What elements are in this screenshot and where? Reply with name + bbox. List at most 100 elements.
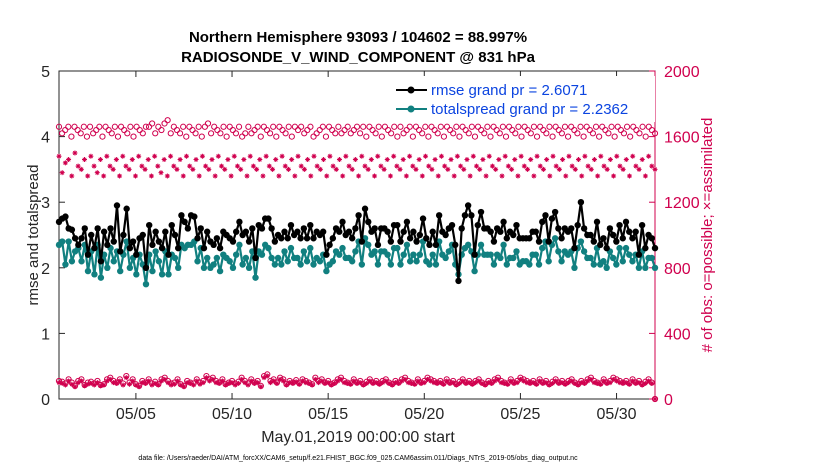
rmse-point (284, 235, 291, 242)
obs-possible-marker (239, 133, 246, 140)
obs-assimilated-marker (509, 166, 515, 172)
totalspread-point (429, 251, 436, 258)
obs-assimilated-marker (177, 157, 183, 163)
obs-assimilated-marker (399, 378, 405, 384)
obs-possible-marker (335, 123, 342, 130)
rmse-point (638, 221, 646, 229)
obs-assimilated-marker (579, 173, 585, 179)
obs-possible-marker (422, 123, 429, 130)
obs-assimilated-marker (146, 378, 152, 384)
obs-assimilated-marker (642, 380, 648, 386)
obs-assimilated-marker (512, 157, 518, 163)
rmse-point (593, 218, 601, 226)
obs-assimilated-marker (212, 173, 218, 179)
totalspread-point (210, 261, 217, 268)
totalspread-point (651, 264, 659, 271)
obs-possible-marker (530, 123, 538, 130)
totalspread-point (490, 261, 498, 268)
obs-assimilated-marker (75, 163, 81, 169)
obs-assimilated-marker (78, 378, 84, 384)
totalspread-point (213, 254, 221, 262)
rmse-point (352, 225, 359, 232)
obs-possible-marker (403, 126, 410, 134)
obs-assimilated-marker (373, 380, 379, 386)
obs-assimilated-marker (360, 382, 366, 388)
obs-assimilated-marker (429, 166, 435, 172)
totalspread-point (626, 251, 633, 258)
rmse-point (497, 228, 504, 235)
obs-assimilated-marker (117, 173, 123, 179)
totalspread-point (158, 271, 166, 278)
rmse-point (619, 235, 626, 242)
obs-assimilated-marker (559, 380, 565, 386)
rmse-point (539, 218, 546, 226)
obs-assimilated-marker (521, 163, 527, 169)
obs-possible-marker (223, 133, 230, 140)
totalspread-point (84, 267, 92, 275)
totalspread-point (300, 248, 308, 255)
obs-assimilated-marker (524, 380, 530, 386)
obs-assimilated-marker (200, 380, 206, 386)
rmse-point (448, 221, 456, 229)
obs-assimilated-marker (316, 380, 322, 386)
obs-assimilated-marker (85, 173, 91, 179)
rmse-point (117, 248, 124, 255)
obs-possible-marker (577, 123, 584, 130)
obs-possible-marker (83, 133, 91, 140)
obs-assimilated-marker (235, 380, 241, 386)
obs-assimilated-marker (305, 157, 311, 163)
totalspread-point (303, 258, 311, 265)
obs-assimilated-marker (207, 378, 213, 384)
rmse-point (152, 228, 159, 235)
rmse-point (548, 215, 556, 222)
obs-assimilated-marker (652, 396, 658, 402)
obs-possible-marker (347, 130, 354, 137)
obs-assimilated-marker (496, 157, 502, 163)
obs-possible-marker (583, 123, 590, 130)
obs-assimilated-marker (636, 166, 642, 172)
rmse-point (613, 238, 620, 245)
obs-possible-marker (341, 126, 348, 134)
obs-assimilated-marker (623, 157, 629, 163)
obs-possible-marker (288, 133, 295, 140)
obs-assimilated-marker (380, 380, 386, 386)
totalspread-point (329, 258, 337, 265)
obs-assimilated-marker (633, 380, 639, 386)
obs-assimilated-marker (595, 173, 601, 179)
obs-possible-marker (111, 123, 118, 130)
totalspread-point (59, 238, 66, 245)
obs-possible-marker (338, 130, 345, 137)
obs-assimilated-marker (228, 173, 234, 179)
obs-assimilated-marker (585, 163, 591, 169)
rmse-point (410, 228, 417, 235)
obs-assimilated-marker (231, 153, 237, 159)
obs-possible-marker (648, 126, 655, 134)
rmse-point (339, 218, 346, 226)
obs-assimilated-marker (219, 163, 225, 169)
obs-assimilated-marker (107, 163, 113, 169)
rmse-point (632, 228, 639, 235)
rmse-point (513, 221, 520, 229)
totalspread-point (616, 244, 623, 252)
x-tick-label: 05/30 (597, 406, 637, 423)
obs-assimilated-marker (142, 166, 148, 172)
rmse-point (490, 238, 498, 245)
obs-assimilated-marker (343, 153, 349, 159)
rmse-point (635, 251, 643, 258)
obs-possible-marker (124, 130, 131, 137)
obs-assimilated-marker (226, 380, 232, 386)
obs-assimilated-marker (271, 378, 277, 384)
obs-assimilated-marker (56, 380, 62, 386)
obs-assimilated-marker (392, 380, 398, 386)
obs-possible-marker (447, 126, 454, 134)
obs-assimilated-marker (442, 163, 448, 169)
obs-assimilated-marker (601, 163, 607, 169)
obs-assimilated-marker (601, 378, 607, 384)
totalspread-point (555, 248, 562, 255)
obs-assimilated-marker (525, 166, 531, 172)
obs-assimilated-marker (303, 380, 309, 386)
obs-assimilated-marker (129, 157, 135, 163)
obs-assimilated-marker (572, 166, 578, 172)
obs-assimilated-marker (405, 380, 411, 386)
obs-assimilated-marker (155, 163, 161, 169)
